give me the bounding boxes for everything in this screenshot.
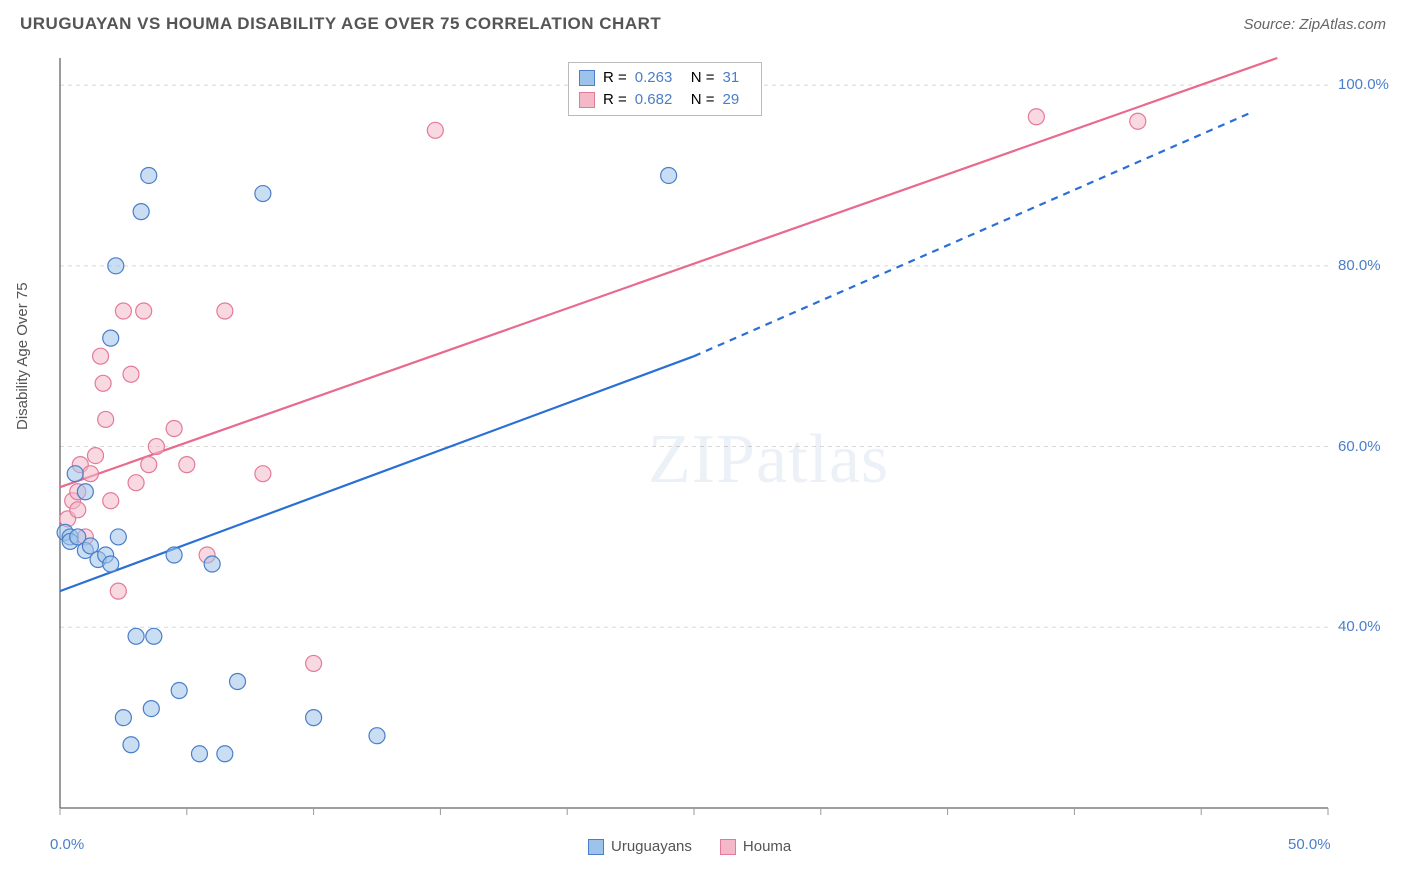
r-label: R = [603,67,627,89]
scatter-chart-svg [48,50,1388,830]
n-label: N = [691,89,715,111]
chart-title: URUGUAYAN VS HOUMA DISABILITY AGE OVER 7… [20,14,661,34]
legend-row-houma: R = 0.682 N = 29 [579,89,751,111]
r-value-a: 0.263 [635,67,683,89]
correlation-legend: R = 0.263 N = 31 R = 0.682 N = 29 [568,62,762,116]
x-tick-label: 50.0% [1288,836,1331,853]
swatch-uruguayans-icon [588,839,604,855]
legend-label-b: Houma [743,838,791,855]
legend-item-uruguayans: Uruguayans [588,838,692,855]
legend-item-houma: Houma [720,838,791,855]
y-axis-label: Disability Age Over 75 [14,282,31,430]
y-tick-label: 100.0% [1338,76,1389,93]
swatch-houma-icon [579,92,595,108]
n-label: N = [691,67,715,89]
chart-area: ZIPatlas R = 0.263 N = 31 R = 0.682 N = … [48,50,1388,830]
n-value-b: 29 [723,89,751,111]
n-value-a: 31 [723,67,751,89]
series-legend: Uruguayans Houma [588,838,791,855]
y-tick-label: 80.0% [1338,257,1381,274]
legend-row-uruguayans: R = 0.263 N = 31 [579,67,751,89]
source-label: Source: ZipAtlas.com [1243,16,1386,33]
y-tick-label: 40.0% [1338,618,1381,635]
x-tick-label: 0.0% [50,836,84,853]
y-tick-label: 60.0% [1338,438,1381,455]
swatch-houma-icon [720,839,736,855]
legend-label-a: Uruguayans [611,838,692,855]
r-value-b: 0.682 [635,89,683,111]
swatch-uruguayans-icon [579,70,595,86]
r-label: R = [603,89,627,111]
